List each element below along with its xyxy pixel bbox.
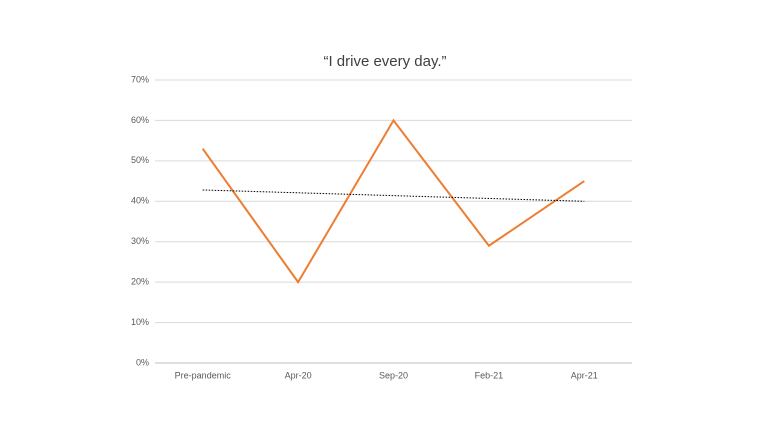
- y-tick-label: 40%: [131, 196, 149, 206]
- line-series: [201, 118, 585, 284]
- y-tick-label: 0%: [136, 357, 149, 367]
- y-tick-label: 30%: [131, 236, 149, 246]
- y-tick-label: 10%: [131, 317, 149, 327]
- y-tick-label: 70%: [131, 74, 149, 84]
- trendline: [202, 189, 585, 202]
- x-tick-label: Apr-21: [571, 370, 598, 380]
- chart-title: “I drive every day.”: [323, 53, 446, 70]
- x-tick-label: Feb-21: [475, 370, 504, 380]
- y-tick-label: 50%: [131, 155, 149, 165]
- y-tick-label: 60%: [131, 115, 149, 125]
- x-tick-label: Sep-20: [379, 370, 408, 380]
- x-tick-label: Apr-20: [285, 370, 312, 380]
- x-tick-label: Pre-pandemic: [175, 370, 232, 380]
- y-tick-label: 20%: [131, 277, 149, 287]
